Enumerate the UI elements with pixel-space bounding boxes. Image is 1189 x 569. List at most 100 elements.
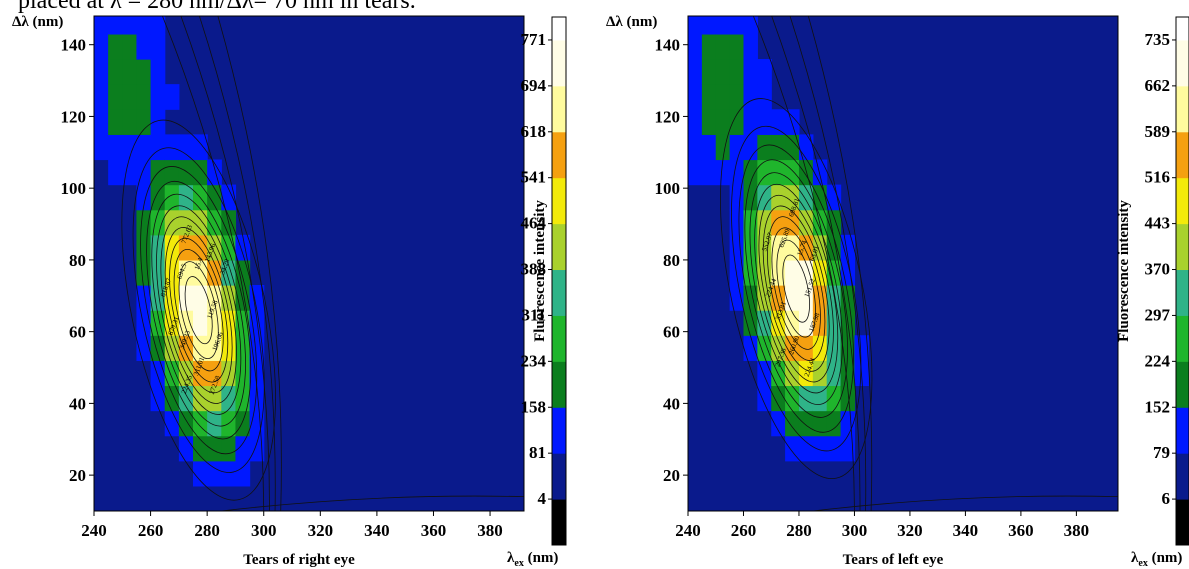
heatmap-cell bbox=[150, 184, 166, 211]
heatmap-cell bbox=[150, 259, 166, 286]
heatmap-cell bbox=[840, 234, 856, 261]
heatmap-cell bbox=[235, 435, 251, 462]
colorbar-segment bbox=[1176, 453, 1189, 500]
heatmap-cell bbox=[193, 460, 208, 487]
heatmap-cell bbox=[715, 109, 731, 135]
heatmap-cell bbox=[798, 410, 814, 437]
heatmap-cell bbox=[743, 109, 758, 135]
contour-line bbox=[782, 254, 810, 323]
x-tick-label: 300 bbox=[842, 521, 868, 540]
y-tick-label: 140 bbox=[655, 36, 681, 55]
heatmap-cell bbox=[207, 234, 222, 261]
heatmap-cell bbox=[854, 335, 869, 361]
heatmap-cell bbox=[729, 16, 745, 35]
colorbar-segment bbox=[552, 39, 566, 87]
contour-lines: 151.52187.98224.44260.90297.36333.81224.… bbox=[720, 16, 1118, 511]
heatmap-cell bbox=[757, 335, 772, 361]
heatmap-cell bbox=[715, 134, 731, 161]
contour-line bbox=[762, 205, 830, 372]
contour-line bbox=[771, 227, 821, 350]
contour-label: 15.4 bbox=[193, 256, 205, 271]
contour-line bbox=[173, 248, 224, 372]
heatmap-cell bbox=[193, 435, 208, 462]
heatmap-cell bbox=[729, 285, 745, 311]
heatmap-cell bbox=[150, 209, 166, 236]
colorbar-tick-label: 464 bbox=[521, 214, 547, 233]
heatmap-cell bbox=[798, 435, 814, 462]
heatmap-cell bbox=[757, 109, 772, 135]
heatmap-cell bbox=[207, 460, 222, 487]
colorbar-segment bbox=[1176, 85, 1189, 133]
heatmap-cell bbox=[785, 184, 800, 211]
colorbar-segment bbox=[1176, 499, 1189, 545]
heatmap-cell bbox=[207, 209, 222, 236]
x-tick-label: 320 bbox=[308, 521, 334, 540]
heatmap-cell bbox=[812, 159, 828, 186]
x-unit-label: λex (nm) bbox=[507, 550, 558, 569]
colorbar-segment bbox=[1176, 39, 1189, 87]
heatmap-cell bbox=[798, 134, 814, 161]
heatmap-cell bbox=[729, 109, 745, 135]
colorbar-frame bbox=[1175, 16, 1189, 546]
contour-line bbox=[738, 144, 854, 433]
heatmap-cell bbox=[701, 59, 717, 85]
colorbar-tick-label: 79 bbox=[1153, 443, 1170, 462]
heatmap-cell bbox=[826, 410, 842, 437]
heatmap-cell bbox=[178, 134, 194, 161]
heatmap-cell bbox=[94, 134, 109, 161]
heatmap-cell bbox=[178, 410, 194, 437]
heatmap-cell bbox=[715, 33, 731, 60]
heatmap-cell bbox=[743, 33, 758, 60]
heatmap-cell bbox=[729, 84, 745, 110]
x-tick-label: 320 bbox=[897, 521, 923, 540]
colorbar-segment bbox=[552, 223, 566, 271]
heatmap-cell bbox=[122, 134, 138, 161]
heatmap-cell bbox=[785, 410, 800, 437]
heatmap-cell bbox=[771, 410, 786, 437]
contour-line bbox=[140, 166, 258, 455]
heatmap-cell bbox=[757, 159, 772, 186]
heatmap-cell bbox=[826, 184, 842, 211]
heatmap-cell bbox=[785, 310, 800, 336]
heatmap-cell bbox=[688, 59, 703, 85]
heatmap-cell bbox=[108, 33, 123, 60]
heatmap-cell bbox=[108, 59, 123, 85]
heatmap-cell bbox=[688, 16, 703, 35]
colorbar-segment bbox=[552, 407, 566, 454]
colorbar-tick-label: 735 bbox=[1145, 30, 1171, 49]
x-tick-label: 240 bbox=[675, 521, 701, 540]
heatmap-cell bbox=[785, 385, 800, 412]
heatmap-cell bbox=[136, 310, 152, 336]
heatmap-cell bbox=[178, 159, 194, 186]
colorbar-segment bbox=[1176, 407, 1189, 454]
heatmap-cell bbox=[812, 435, 828, 462]
y-axis-label: Δλ (nm) bbox=[606, 14, 657, 30]
contour-line bbox=[132, 147, 265, 473]
heatmap-cell bbox=[743, 184, 758, 211]
heatmap-cell bbox=[785, 109, 800, 135]
heatmap-cell bbox=[826, 435, 842, 462]
colorbar-segment bbox=[1176, 17, 1189, 41]
heatmap-cell bbox=[122, 109, 138, 135]
heatmap-cell bbox=[701, 159, 717, 186]
heatmap-cell bbox=[193, 259, 208, 286]
x-tick-label: 340 bbox=[364, 521, 390, 540]
y-tick-label: 120 bbox=[655, 107, 681, 126]
colorbar-tick-label: 224 bbox=[1145, 351, 1171, 370]
heatmap-cell bbox=[207, 159, 222, 186]
x-tick-label: 360 bbox=[1008, 521, 1034, 540]
heatmap-cell bbox=[221, 184, 237, 211]
colorbar-frame bbox=[551, 16, 567, 546]
contour-line bbox=[758, 194, 834, 383]
x-tick-label: 360 bbox=[421, 521, 447, 540]
y-tick-label: 100 bbox=[655, 179, 681, 198]
heatmap-cell bbox=[840, 360, 856, 387]
heatmap-cell bbox=[122, 159, 138, 186]
heatmap-cell bbox=[207, 335, 222, 361]
contour-line bbox=[164, 227, 233, 394]
y-tick-label: 60 bbox=[69, 323, 86, 342]
heatmap-cell bbox=[771, 184, 786, 211]
heatmap-cell bbox=[136, 109, 152, 135]
x-tick-label: 340 bbox=[953, 521, 979, 540]
heatmap-cell bbox=[136, 285, 152, 311]
